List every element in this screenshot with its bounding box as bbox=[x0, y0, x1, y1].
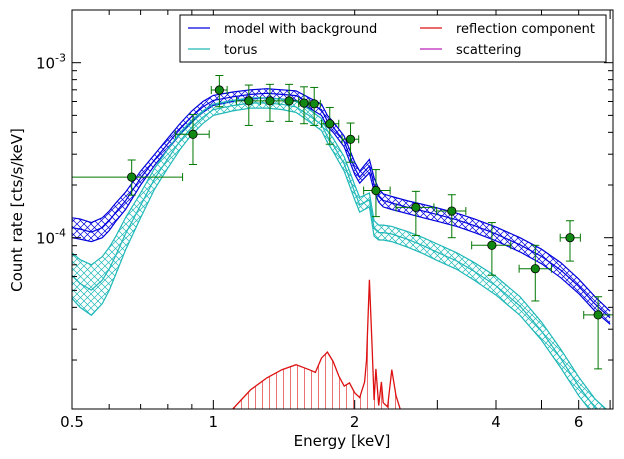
x-axis-label: Energy [keV] bbox=[294, 432, 391, 450]
data-marker bbox=[345, 134, 356, 144]
data-point bbox=[395, 190, 435, 236]
data-point bbox=[363, 169, 391, 218]
data-marker bbox=[593, 310, 603, 320]
data-point bbox=[278, 83, 300, 122]
data-marker bbox=[487, 240, 497, 250]
data-marker bbox=[371, 185, 381, 196]
data-marker bbox=[188, 129, 198, 139]
data-point bbox=[298, 86, 310, 125]
band-mid-model-with-background bbox=[72, 92, 611, 319]
data-marker bbox=[284, 96, 294, 106]
data-marker bbox=[325, 119, 335, 129]
data-point bbox=[471, 222, 512, 276]
data-point bbox=[235, 84, 261, 126]
band-fill-reflection-component bbox=[232, 279, 401, 409]
x-tick-label: 6 bbox=[574, 413, 584, 431]
band-mid-torus bbox=[72, 102, 598, 409]
legend-label: model with background bbox=[224, 22, 377, 37]
data-marker bbox=[244, 96, 254, 106]
data-marker bbox=[411, 202, 421, 212]
legend-label: reflection component bbox=[456, 22, 595, 37]
data-point bbox=[436, 194, 467, 239]
data-marker bbox=[127, 172, 137, 182]
data-point bbox=[559, 220, 581, 262]
x-tick-label: 4 bbox=[491, 413, 501, 431]
tick-labels: 0.5 1 2 4 610-410-3 bbox=[36, 52, 584, 431]
data-marker bbox=[565, 233, 575, 243]
y-tick-label: 10-4 bbox=[36, 227, 66, 248]
data-point bbox=[174, 114, 210, 165]
data-point bbox=[321, 106, 340, 145]
data-marker bbox=[309, 99, 319, 109]
x-tick-label: 0.5 bbox=[60, 413, 84, 431]
data-point bbox=[518, 244, 552, 302]
band-upper-model-with-background bbox=[72, 88, 611, 312]
y-tick-base: 10 bbox=[36, 55, 55, 73]
y-tick-base: 10 bbox=[36, 230, 55, 248]
x-tick-label: 2 bbox=[350, 413, 360, 431]
band-lower-torus bbox=[72, 107, 590, 409]
data-marker bbox=[299, 98, 309, 108]
legend-box bbox=[179, 14, 607, 63]
y-tick-exponent: -4 bbox=[55, 227, 66, 240]
band-fill-torus bbox=[72, 97, 607, 409]
data-point bbox=[210, 74, 228, 108]
data-marker bbox=[265, 96, 275, 106]
band-upper-torus bbox=[72, 97, 607, 409]
band-fill-model-with-background bbox=[72, 88, 611, 325]
data-point bbox=[583, 296, 613, 370]
data-point bbox=[308, 86, 321, 126]
plot-frame bbox=[71, 9, 614, 410]
data-marker bbox=[530, 264, 540, 274]
legend: model with background torus reflection com… bbox=[179, 14, 607, 63]
plot-area bbox=[72, 74, 613, 409]
y-tick-exponent: -3 bbox=[55, 52, 66, 65]
y-axis-label: Count rate [cts/s/keV] bbox=[8, 128, 26, 292]
data-point bbox=[72, 159, 184, 196]
legend-label: torus bbox=[224, 43, 258, 58]
x-tick-label: 1 bbox=[209, 413, 219, 431]
axis-ticks bbox=[71, 10, 613, 409]
data-point bbox=[341, 122, 360, 163]
data-marker bbox=[214, 85, 224, 95]
data-marker bbox=[447, 206, 457, 216]
data-point bbox=[259, 83, 280, 122]
series-line-reflection-component bbox=[232, 279, 401, 409]
legend-label: scattering bbox=[456, 43, 522, 58]
y-tick-label: 10-3 bbox=[36, 52, 66, 73]
